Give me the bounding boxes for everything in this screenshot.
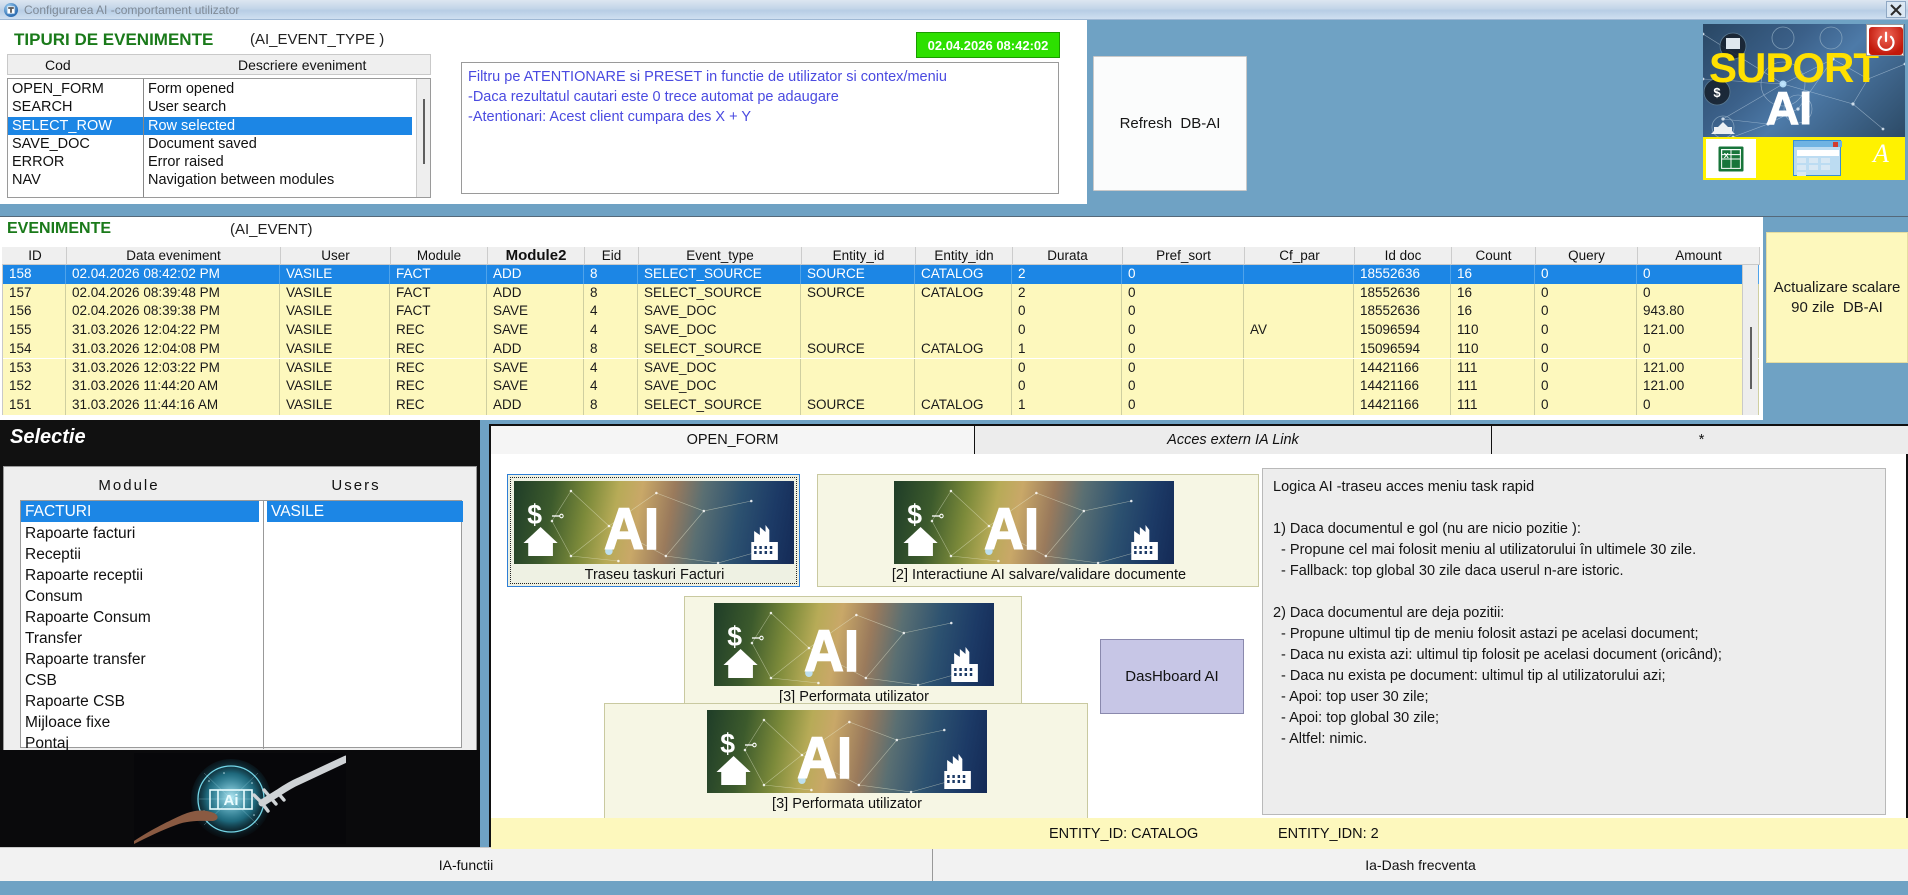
svg-text:AI: AI <box>984 497 1039 562</box>
svg-text:AI: AI <box>797 726 852 791</box>
svg-text:Ai: Ai <box>224 792 239 809</box>
svg-text:$: $ <box>720 727 735 759</box>
svg-text:AI: AI <box>1766 82 1812 134</box>
svg-text:$: $ <box>527 498 542 530</box>
svg-text:AI: AI <box>604 497 659 562</box>
svg-text:X: X <box>1724 151 1729 160</box>
svg-text:AI: AI <box>804 619 859 684</box>
svg-text:$: $ <box>727 620 742 652</box>
svg-text:$: $ <box>907 498 922 530</box>
